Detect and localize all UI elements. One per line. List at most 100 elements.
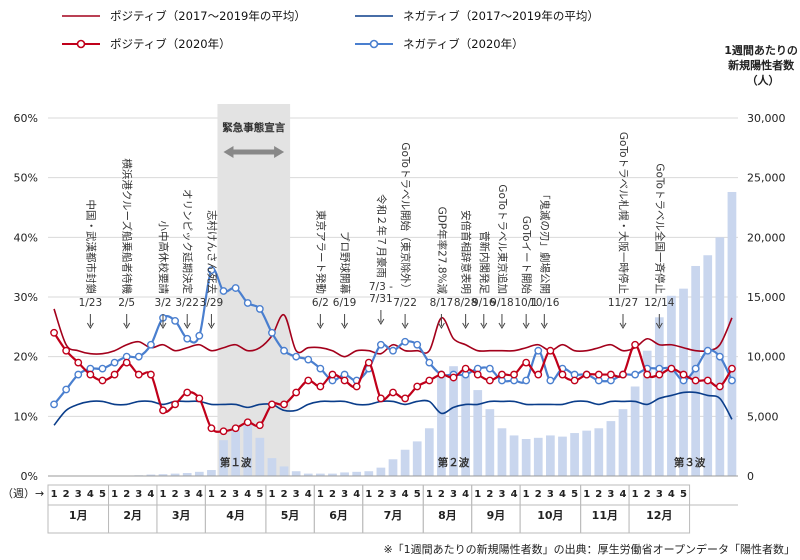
series-point bbox=[631, 370, 640, 379]
series-point bbox=[159, 406, 167, 415]
series-point bbox=[146, 340, 155, 349]
week-number: 1 bbox=[583, 489, 590, 500]
series-point bbox=[62, 346, 71, 355]
week-number: 1 bbox=[523, 489, 530, 500]
series-point bbox=[183, 334, 192, 343]
week-number: 3 bbox=[232, 489, 239, 500]
series-point bbox=[340, 376, 349, 385]
right-tick-label: 10,000 bbox=[747, 351, 786, 364]
month-label: 11月 bbox=[592, 509, 618, 522]
case-bar bbox=[473, 390, 483, 476]
case-bar bbox=[594, 428, 604, 476]
series-point bbox=[389, 346, 397, 355]
series-point bbox=[413, 382, 422, 391]
annotation-arrowhead bbox=[316, 322, 324, 329]
series-point bbox=[679, 370, 688, 379]
week-number: 1 bbox=[111, 489, 118, 500]
week-number: 5 bbox=[414, 489, 421, 500]
series-point bbox=[268, 328, 276, 337]
legend-label-neg-2020: ネガティブ（2020年） bbox=[403, 37, 524, 51]
series-point bbox=[534, 370, 543, 379]
week-number: 1 bbox=[632, 489, 639, 500]
series-line bbox=[53, 308, 733, 358]
case-bar bbox=[727, 191, 737, 476]
series-point bbox=[619, 370, 627, 379]
wave-label: 第３波 bbox=[674, 456, 706, 469]
week-number: 4 bbox=[147, 489, 154, 500]
series-point bbox=[570, 376, 579, 385]
case-bar bbox=[207, 470, 216, 476]
annotation-date: 7/3 - bbox=[369, 281, 393, 293]
case-bar bbox=[642, 350, 652, 476]
annotation-text: 安倍首相辞意表明 bbox=[460, 210, 473, 294]
series-point bbox=[352, 382, 361, 391]
case-bar bbox=[316, 473, 325, 476]
emergency-period: 緊急事態宣言 bbox=[217, 104, 291, 476]
case-bar bbox=[509, 435, 519, 476]
case-bar bbox=[364, 471, 374, 476]
week-number: 2 bbox=[486, 489, 493, 500]
week-number: 2 bbox=[172, 489, 179, 500]
week-number: 1 bbox=[268, 489, 275, 500]
annotation-date: 10/1 bbox=[514, 297, 538, 309]
case-bar bbox=[437, 376, 446, 476]
series-point bbox=[86, 370, 95, 379]
annotation-text: GoToイート開始 bbox=[520, 216, 533, 295]
case-bar bbox=[340, 472, 349, 476]
series-point bbox=[413, 340, 422, 349]
left-tick-label: 40% bbox=[14, 231, 38, 244]
week-number: 2 bbox=[281, 489, 288, 500]
case-bar bbox=[654, 317, 664, 476]
series-point bbox=[728, 364, 736, 373]
series-point bbox=[134, 352, 143, 361]
left-tick-label: 50% bbox=[14, 172, 38, 185]
series-point bbox=[376, 340, 385, 349]
series-point bbox=[691, 364, 700, 373]
gridlines bbox=[48, 117, 738, 417]
series-point bbox=[364, 358, 373, 367]
left-tick-label: 0% bbox=[21, 470, 38, 483]
annotation-text: 横浜港クルーズ船乗船者待機 bbox=[121, 158, 134, 294]
week-number: 5 bbox=[680, 489, 687, 500]
series-point bbox=[485, 364, 494, 373]
annotation-arrowhead bbox=[207, 322, 215, 329]
month-label: 3月 bbox=[172, 509, 191, 522]
week-number: 1 bbox=[426, 489, 433, 500]
series-point bbox=[219, 427, 228, 436]
annotation-date: 6/19 bbox=[333, 297, 357, 309]
week-number: 5 bbox=[571, 489, 578, 500]
wave-label: 第１波 bbox=[220, 456, 252, 469]
week-number: 2 bbox=[377, 489, 384, 500]
series-point bbox=[606, 370, 615, 379]
series-point bbox=[715, 352, 724, 361]
week-number: 4 bbox=[620, 489, 627, 500]
week-number: 4 bbox=[668, 489, 675, 500]
week-number: 3 bbox=[341, 489, 348, 500]
series-point bbox=[146, 370, 155, 379]
annotation-date: 9/16 bbox=[472, 297, 496, 309]
series-point bbox=[195, 331, 204, 340]
annotation-text: 小中高休校要請 bbox=[157, 221, 170, 295]
annotation-text: 「鬼滅の刃」劇場公開 bbox=[538, 189, 551, 294]
case-bar bbox=[546, 435, 555, 476]
week-number: 2 bbox=[595, 489, 602, 500]
series-point bbox=[122, 358, 131, 367]
week-number: 3 bbox=[450, 489, 457, 500]
series-point bbox=[594, 370, 603, 379]
annotation-arrowhead bbox=[401, 322, 409, 329]
week-number: 2 bbox=[535, 489, 542, 500]
annotation-arrowhead bbox=[498, 322, 506, 329]
series-point bbox=[643, 370, 652, 379]
week-number: 1 bbox=[208, 489, 215, 500]
case-bar bbox=[449, 366, 458, 476]
series-point bbox=[715, 382, 724, 391]
series-point bbox=[316, 382, 325, 391]
case-bar bbox=[291, 471, 301, 476]
case-bar bbox=[667, 295, 676, 476]
series-point bbox=[522, 376, 531, 385]
week-number: 3 bbox=[656, 489, 663, 500]
annotation-text: 中国・武漢都市封鎖 bbox=[84, 200, 97, 295]
annotation-text: 令和２年７月豪雨 bbox=[375, 194, 388, 278]
series-lines bbox=[50, 266, 736, 436]
